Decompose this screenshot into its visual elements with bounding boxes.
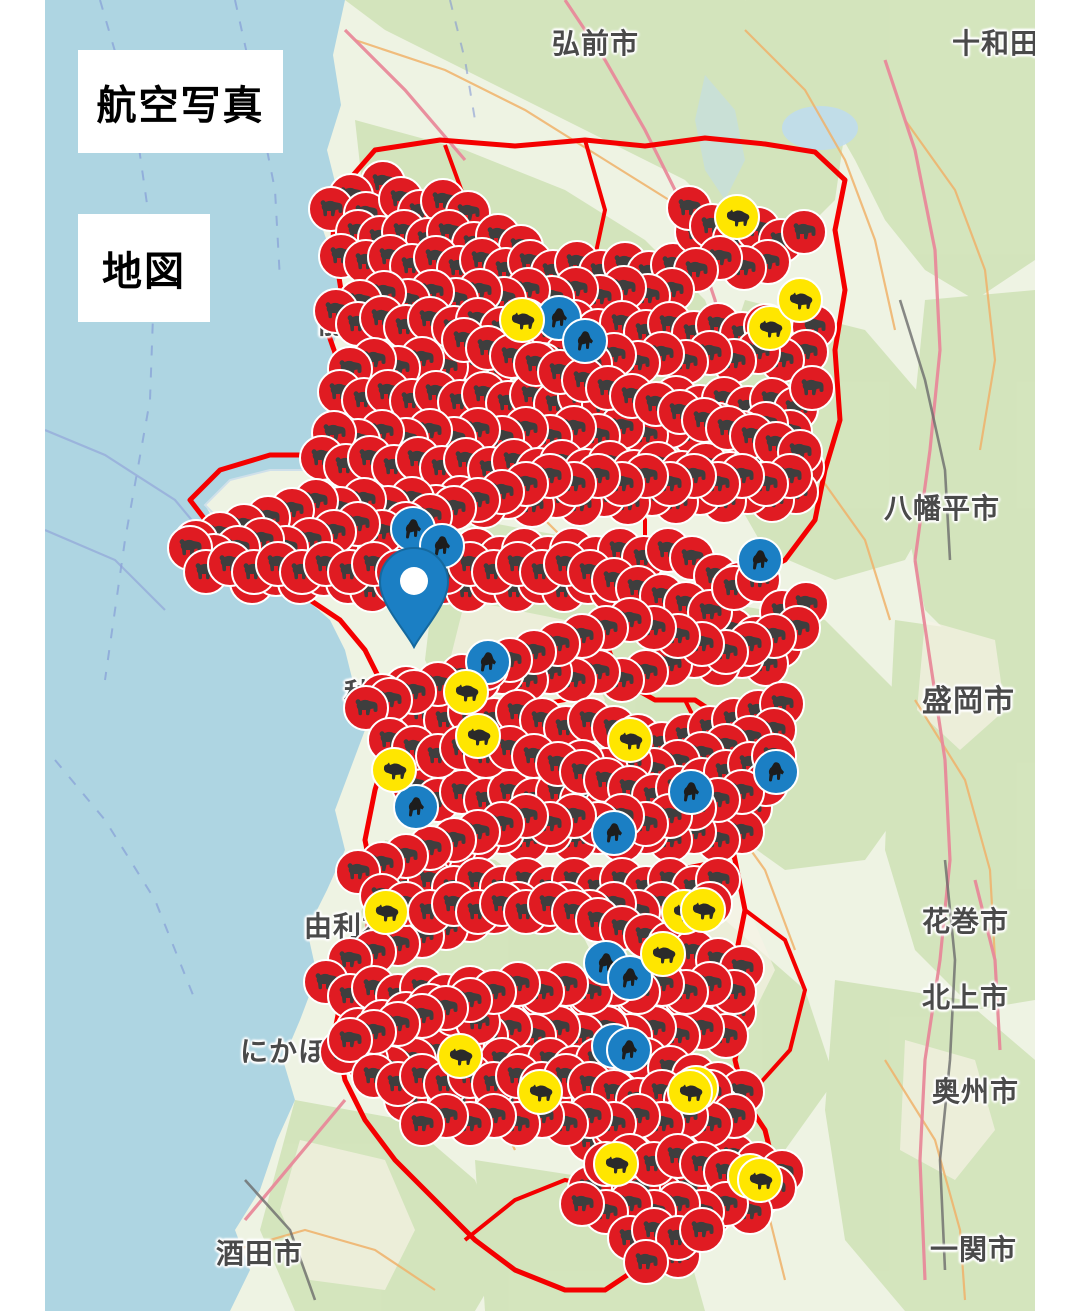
- boar-sighting-marker[interactable]: [640, 931, 686, 977]
- boar-sighting-marker[interactable]: [593, 1141, 639, 1187]
- boar-sighting-marker[interactable]: [363, 889, 409, 935]
- other-animal-marker[interactable]: [591, 810, 637, 856]
- bear-sighting-marker[interactable]: [399, 1101, 445, 1147]
- map-place-label: 北上市: [922, 982, 1010, 1013]
- boar-sighting-marker[interactable]: [607, 717, 653, 763]
- boar-sighting-marker[interactable]: [499, 297, 545, 343]
- map-place-label: 盛岡市: [922, 685, 1015, 718]
- bear-sighting-marker[interactable]: [559, 1181, 605, 1227]
- other-animal-marker[interactable]: [562, 318, 608, 364]
- boar-sighting-marker[interactable]: [437, 1033, 483, 1079]
- bear-sighting-marker[interactable]: [679, 1207, 725, 1253]
- aerial-photo-button[interactable]: 航空写真: [78, 50, 283, 153]
- other-animal-marker[interactable]: [606, 1027, 652, 1073]
- boar-sighting-marker[interactable]: [455, 713, 501, 759]
- map-place-label: 十和田: [952, 28, 1035, 59]
- map-view-button[interactable]: 地図: [78, 214, 210, 322]
- other-animal-marker[interactable]: [668, 769, 714, 815]
- bear-sighting-marker[interactable]: [789, 365, 835, 411]
- map-canvas[interactable]: 弘前市十和田能代市八幡平市盛岡市秋田市由利本荘市花巻市北上市にかほ市奥州市酒田市…: [45, 0, 1035, 1311]
- map-place-label: 花巻市: [922, 906, 1010, 937]
- boar-sighting-marker[interactable]: [667, 1069, 713, 1115]
- boar-sighting-marker[interactable]: [714, 194, 760, 240]
- boar-sighting-marker[interactable]: [777, 277, 823, 323]
- map-place-label: 酒田市: [216, 1238, 304, 1269]
- map-place-label: 弘前市: [552, 28, 640, 59]
- map-place-label: 八幡平市: [884, 493, 1001, 524]
- map-place-label: 一関市: [930, 1234, 1018, 1265]
- map-place-label: 奥州市: [932, 1076, 1020, 1107]
- bear-sighting-marker[interactable]: [623, 1239, 669, 1285]
- markers-layer[interactable]: [45, 0, 1035, 1311]
- boar-sighting-marker[interactable]: [371, 747, 417, 793]
- other-animal-marker[interactable]: [753, 749, 799, 795]
- boar-sighting-marker[interactable]: [443, 669, 489, 715]
- boar-sighting-marker[interactable]: [737, 1157, 783, 1203]
- bear-sighting-marker[interactable]: [781, 209, 827, 255]
- bear-sighting-marker[interactable]: [365, 369, 411, 415]
- boar-sighting-marker[interactable]: [517, 1069, 563, 1115]
- boar-sighting-marker[interactable]: [680, 887, 726, 933]
- current-location-pin[interactable]: [377, 546, 451, 655]
- other-animal-marker[interactable]: [737, 537, 783, 583]
